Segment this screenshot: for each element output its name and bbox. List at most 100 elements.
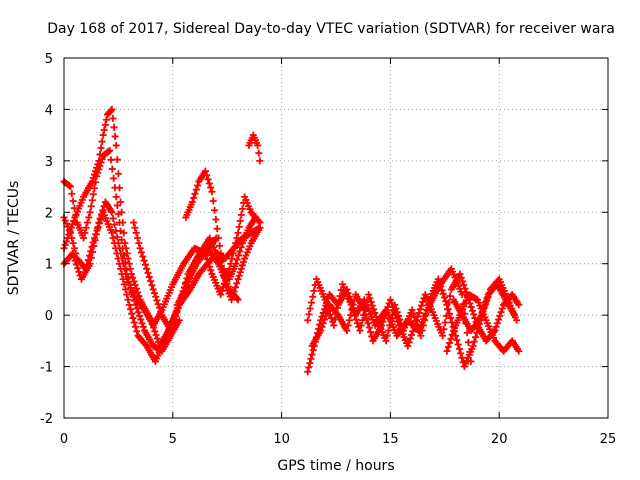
data-point-marker [145, 273, 153, 281]
data-point-marker [446, 339, 454, 347]
data-point-marker [380, 314, 388, 322]
data-point-marker [379, 318, 387, 326]
data-point-marker [345, 316, 353, 324]
data-point-marker [229, 249, 237, 257]
data-point-marker [218, 287, 226, 295]
data-point-marker [235, 223, 243, 231]
data-point-marker [122, 285, 130, 293]
data-point-marker [117, 198, 125, 206]
y-tick-label: 2 [45, 206, 53, 221]
data-point-marker [204, 259, 212, 267]
data-point-marker [68, 190, 76, 198]
data-point-marker [114, 255, 122, 263]
data-point-marker [168, 323, 176, 331]
data-point-marker [232, 239, 240, 247]
data-point-marker [188, 198, 196, 206]
data-point-marker [483, 294, 491, 302]
data-point-marker [107, 107, 115, 115]
data-point-marker [237, 265, 245, 273]
data-point-marker [190, 194, 198, 202]
data-point-marker [228, 255, 236, 263]
data-point-marker [137, 316, 145, 324]
data-point-marker [391, 310, 399, 318]
data-point-marker [152, 331, 160, 339]
data-point-marker [444, 343, 452, 351]
data-point-marker [366, 294, 374, 302]
data-point-marker [212, 215, 220, 223]
data-point-marker [129, 314, 137, 322]
data-point-marker [137, 248, 145, 256]
y-tick-label: 1 [45, 258, 53, 273]
data-point-marker [153, 296, 161, 304]
data-point-marker [169, 319, 177, 327]
data-point-marker [205, 179, 213, 187]
data-point-marker [69, 239, 77, 247]
data-point-marker [141, 261, 149, 269]
data-point-marker [65, 182, 73, 190]
data-point-marker [95, 165, 103, 173]
data-point-marker [481, 302, 489, 310]
data-point-marker [219, 283, 227, 291]
data-point-marker [498, 305, 506, 313]
data-point-marker [230, 287, 238, 295]
data-point-marker [309, 293, 317, 301]
chart-title: Day 168 of 2017, Sidereal Day-to-day VTE… [47, 21, 615, 37]
data-point-marker [108, 208, 116, 216]
data-point-marker [136, 244, 144, 252]
data-point-marker [408, 331, 416, 339]
data-point-marker [389, 303, 397, 311]
series-track-8 [245, 131, 264, 165]
data-point-marker [110, 123, 118, 131]
data-point-marker [236, 247, 244, 255]
data-point-marker [307, 299, 315, 307]
data-point-marker [353, 319, 361, 327]
data-point-marker [117, 265, 125, 273]
data-point-marker [440, 294, 448, 302]
data-point-marker [482, 298, 490, 306]
data-point-marker [219, 265, 227, 273]
data-point-marker [194, 182, 202, 190]
data-point-marker [86, 208, 94, 216]
data-point-marker [113, 156, 121, 164]
data-point-marker [67, 183, 75, 191]
data-point-marker [472, 333, 480, 341]
data-point-marker [370, 305, 378, 313]
data-point-marker [97, 216, 105, 224]
data-point-marker [347, 311, 355, 319]
data-point-marker [445, 299, 453, 307]
data-point-marker [87, 202, 95, 210]
data-point-marker [460, 281, 468, 289]
data-point-marker [85, 252, 93, 260]
data-point-marker [349, 301, 357, 309]
data-point-marker [417, 332, 425, 340]
data-point-marker [93, 227, 101, 235]
data-point-marker [147, 277, 155, 285]
data-point-marker [317, 327, 325, 335]
data-point-marker [515, 347, 523, 355]
data-point-marker [85, 213, 93, 221]
data-point-marker [167, 327, 175, 335]
data-point-marker [305, 310, 313, 318]
data-point-marker [187, 271, 195, 279]
data-point-marker [365, 291, 373, 299]
data-point-marker [256, 219, 264, 227]
data-point-marker [214, 234, 222, 242]
data-point-marker [189, 263, 197, 271]
data-point-marker [254, 141, 262, 149]
y-tick-label: 3 [45, 155, 53, 170]
data-point-marker [388, 299, 396, 307]
data-point-marker [463, 329, 471, 337]
data-point-marker [222, 276, 230, 284]
data-point-marker [81, 229, 89, 237]
data-point-marker [94, 223, 102, 231]
data-point-marker [438, 286, 446, 294]
data-point-marker [437, 282, 445, 290]
data-point-marker [405, 338, 413, 346]
data-point-marker [304, 316, 312, 324]
data-point-marker [225, 265, 233, 273]
data-point-marker [365, 324, 373, 332]
data-point-marker [464, 338, 472, 346]
data-point-marker [234, 275, 242, 283]
data-point-marker [112, 244, 120, 252]
data-point-marker [310, 287, 318, 295]
